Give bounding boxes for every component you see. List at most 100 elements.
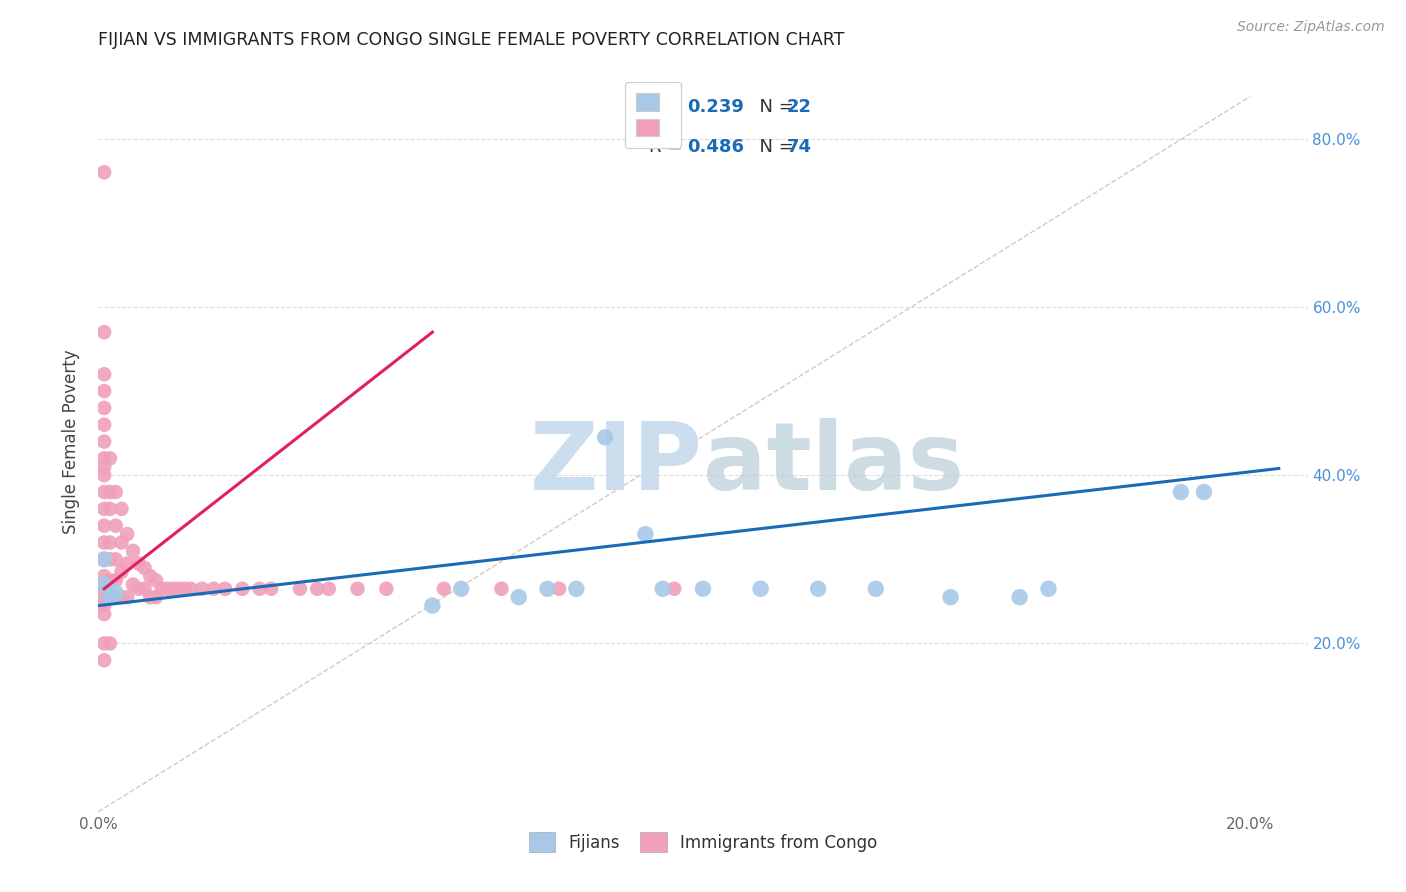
Point [98, 574, 121, 588]
Point [93, 552, 115, 566]
Point [565, 582, 588, 596]
Point [180, 582, 202, 596]
Point [98, 552, 121, 566]
Point [98, 535, 121, 549]
Point [93, 590, 115, 604]
Point [433, 582, 456, 596]
Point [231, 582, 253, 596]
Point [508, 590, 530, 604]
Point [375, 582, 398, 596]
Point [98, 590, 121, 604]
Point [104, 590, 127, 604]
Point [93, 518, 115, 533]
Text: 74: 74 [786, 138, 811, 156]
Point [93, 434, 115, 449]
Point [93, 569, 115, 583]
Text: N =: N = [748, 138, 799, 156]
Point [98, 636, 121, 650]
Point [104, 552, 127, 566]
Point [98, 501, 121, 516]
Point [139, 569, 162, 583]
Point [939, 590, 962, 604]
Point [104, 518, 127, 533]
Point [1170, 485, 1192, 500]
Point [156, 582, 179, 596]
Text: FIJIAN VS IMMIGRANTS FROM CONGO SINGLE FEMALE POVERTY CORRELATION CHART: FIJIAN VS IMMIGRANTS FROM CONGO SINGLE F… [98, 31, 845, 49]
Y-axis label: Single Female Poverty: Single Female Poverty [62, 350, 80, 533]
Point [865, 582, 887, 596]
Point [664, 582, 686, 596]
Point [98, 582, 121, 596]
Text: 0.486: 0.486 [688, 138, 744, 156]
Point [110, 535, 132, 549]
Point [346, 582, 368, 596]
Point [491, 582, 513, 596]
Point [93, 636, 115, 650]
Point [162, 582, 184, 596]
Point [634, 527, 657, 541]
Point [128, 557, 150, 571]
Point [122, 544, 145, 558]
Point [307, 582, 329, 596]
Point [122, 577, 145, 591]
Point [191, 582, 214, 596]
Point [110, 565, 132, 579]
Point [134, 560, 156, 574]
Point [98, 582, 121, 596]
Point [214, 582, 236, 596]
Point [260, 582, 283, 596]
Point [450, 582, 472, 596]
Point [98, 485, 121, 500]
Point [651, 582, 673, 596]
Point [318, 582, 340, 596]
Point [93, 417, 115, 432]
Point [150, 582, 173, 596]
Point [98, 590, 121, 604]
Point [202, 582, 225, 596]
Point [110, 501, 132, 516]
Point [93, 401, 115, 415]
Point [692, 582, 714, 596]
Point [1038, 582, 1060, 596]
Text: R =: R = [648, 138, 688, 156]
Point [145, 590, 167, 604]
Text: 22: 22 [786, 98, 811, 116]
Point [167, 582, 190, 596]
Point [93, 384, 115, 398]
Point [93, 459, 115, 474]
Text: N =: N = [748, 98, 799, 116]
Point [249, 582, 271, 596]
Point [98, 451, 121, 466]
Point [93, 468, 115, 483]
Point [104, 485, 127, 500]
Legend: Fijians, Immigrants from Congo: Fijians, Immigrants from Congo [522, 825, 884, 859]
Text: R =: R = [648, 98, 688, 116]
Point [93, 325, 115, 339]
Point [93, 501, 115, 516]
Text: atlas: atlas [703, 417, 965, 509]
Point [93, 577, 115, 591]
Text: Source: ZipAtlas.com: Source: ZipAtlas.com [1237, 20, 1385, 34]
Point [93, 582, 115, 596]
Point [93, 451, 115, 466]
Point [93, 535, 115, 549]
Point [145, 574, 167, 588]
Point [548, 582, 571, 596]
Point [134, 582, 156, 596]
Text: ZIP: ZIP [530, 417, 703, 509]
Point [115, 590, 138, 604]
Point [807, 582, 830, 596]
Point [93, 368, 115, 382]
Point [422, 599, 444, 613]
Point [128, 582, 150, 596]
Point [93, 552, 115, 566]
Point [93, 653, 115, 667]
Point [104, 574, 127, 588]
Point [536, 582, 558, 596]
Point [593, 430, 616, 444]
Point [115, 557, 138, 571]
Point [104, 586, 127, 600]
Point [93, 599, 115, 613]
Point [173, 582, 195, 596]
Point [1192, 485, 1215, 500]
